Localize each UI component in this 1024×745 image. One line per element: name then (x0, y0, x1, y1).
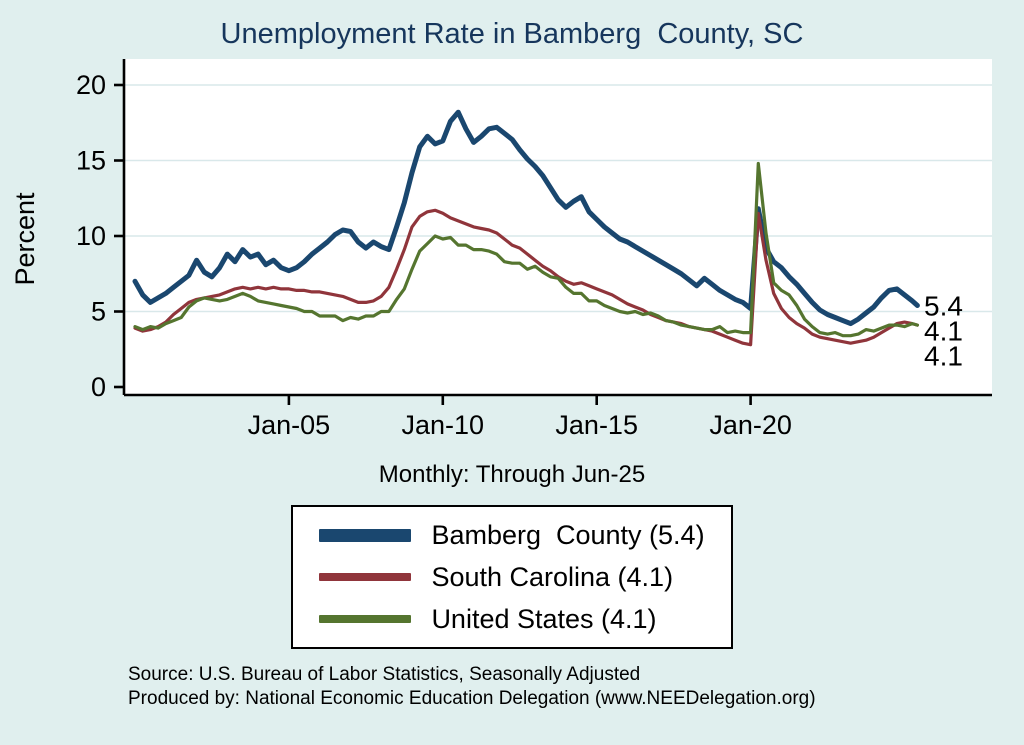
legend-label-united-states: United States (4.1) (431, 603, 657, 634)
legend-label-south-carolina: South Carolina (4.1) (431, 561, 674, 592)
legend-item-south-carolina: South Carolina (4.1) (319, 561, 704, 593)
legend-item-united-states: United States (4.1) (319, 603, 704, 635)
x-tick-label: Jan-05 (248, 410, 331, 440)
legend-container: Bamberg County (5.4) South Carolina (4.1… (0, 505, 1024, 649)
end-label-united-states: 4.1 (924, 340, 963, 371)
x-tick-label: Jan-15 (555, 410, 638, 440)
y-tick-label: 15 (76, 146, 106, 176)
source-note-line1: Source: U.S. Bureau of Labor Statistics,… (128, 664, 641, 685)
y-axis-title: Percent (10, 192, 40, 286)
end-label-south-carolina: 4.1 (924, 315, 963, 346)
x-tick-label: Jan-20 (709, 410, 792, 440)
plot-area (124, 59, 992, 395)
legend-label-bamberg: Bamberg County (5.4) (431, 519, 705, 550)
y-tick-label: 0 (91, 372, 106, 402)
legend-item-bamberg: Bamberg County (5.4) (319, 519, 705, 551)
chart-title: Unemployment Rate in Bamberg County, SC (220, 18, 804, 50)
series-line-bamberg (132, 109, 920, 327)
legend: Bamberg County (5.4) South Carolina (4.1… (291, 505, 733, 649)
y-tick-label: 10 (76, 221, 106, 251)
end-label-bamberg: 5.4 (924, 290, 963, 321)
legend-swatch-south-carolina (319, 572, 412, 582)
legend-swatch-united-states (319, 614, 412, 624)
source-note-line2: Produced by: National Economic Education… (128, 687, 816, 709)
y-tick-label: 20 (76, 70, 106, 100)
series-line-south-carolina (133, 208, 920, 347)
chart-caption: Monthly: Through Jun-25 (378, 461, 646, 488)
chart-svg: 0 5 10 15 20 Jan-05 Jan-10 Jan-15 Jan-20 Percent 5… (10, 59, 992, 440)
series-line-united-states (133, 161, 920, 338)
x-tick-label: Jan-10 (402, 410, 485, 440)
y-tick-label: 5 (91, 297, 106, 327)
source-notes: Source: U.S. Bureau of Labor Statistics,… (128, 663, 1024, 711)
legend-swatch-bamberg (319, 528, 412, 542)
